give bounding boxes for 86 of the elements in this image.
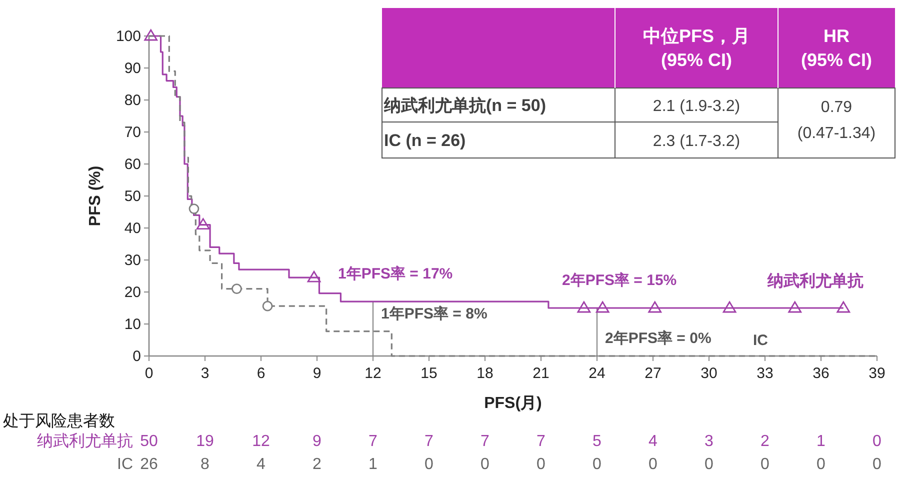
- point: [648, 301, 662, 313]
- point: [144, 29, 158, 41]
- text: 2: [312, 456, 322, 473]
- x-tick-label: 36: [812, 365, 830, 382]
- x-tick-label: 9: [312, 365, 322, 382]
- text: 19: [196, 433, 214, 450]
- x-tick-label: 33: [756, 365, 774, 382]
- text: 0: [872, 456, 882, 473]
- text: 1: [368, 456, 378, 473]
- text: 0: [760, 456, 770, 473]
- annotation: (0.47-1.34): [797, 125, 876, 142]
- point: [596, 301, 610, 313]
- annotation: (95% CI): [660, 50, 732, 70]
- annotation: 2年PFS率 = 15%: [562, 271, 677, 289]
- x-tick-label: 15: [420, 365, 438, 382]
- point: [722, 301, 736, 313]
- x-tick-label: 6: [256, 365, 266, 382]
- y-tick-label: 80: [124, 92, 141, 109]
- text: 0: [536, 456, 546, 473]
- x-tick-label: 27: [644, 365, 662, 382]
- text: 8: [200, 456, 210, 473]
- text: 处于风险患者数: [3, 412, 115, 430]
- text: 3: [704, 433, 714, 450]
- point: [196, 218, 210, 230]
- text: 12: [252, 433, 270, 450]
- text: 7: [480, 433, 490, 450]
- point: [307, 270, 321, 282]
- point: [188, 204, 200, 214]
- text: 1: [816, 433, 826, 450]
- x-tick-label: 24: [588, 365, 606, 382]
- series-label: 纳武利尤单抗: [766, 272, 864, 290]
- text: 7: [424, 433, 434, 450]
- annotation: 2.3 (1.7-3.2): [652, 133, 740, 150]
- text: 4: [256, 456, 266, 473]
- point: [788, 301, 802, 313]
- y-tick-label: 50: [124, 188, 141, 205]
- x-tick-label: 0: [144, 365, 154, 382]
- x-tick-label: 39: [868, 365, 886, 382]
- point: [836, 301, 850, 313]
- point: [232, 284, 242, 294]
- text: 0: [592, 456, 602, 473]
- annotation: (95% CI): [800, 50, 872, 70]
- x-tick-label: 12: [364, 365, 382, 382]
- text: 9: [312, 433, 322, 450]
- y-tick-label: 20: [124, 284, 141, 301]
- text: 0: [704, 456, 714, 473]
- y-tick-label: 60: [124, 156, 141, 173]
- y-tick-label: 70: [124, 124, 141, 141]
- text: 0: [816, 456, 826, 473]
- y-tick-label: 40: [124, 220, 141, 237]
- annotation: 0.79: [820, 99, 852, 116]
- x-tick-label: 18: [476, 365, 494, 382]
- text: 0: [480, 456, 490, 473]
- y-tick-label: 0: [132, 348, 141, 365]
- annotation: 2年PFS率 = 0%: [605, 329, 712, 347]
- x-tick-label: 30: [700, 365, 718, 382]
- x-tick-label: 21: [532, 365, 550, 382]
- x-axis-title: PFS(月): [484, 395, 542, 412]
- annotation: IC (n = 26): [384, 131, 466, 150]
- y-tick-label: 30: [124, 252, 141, 269]
- text: 0: [648, 456, 658, 473]
- text: IC: [117, 456, 133, 473]
- text: 2: [760, 433, 770, 450]
- series-label: IC: [753, 332, 768, 349]
- y-tick-label: 10: [124, 316, 141, 333]
- text: 0: [424, 456, 434, 473]
- text: 0: [872, 433, 882, 450]
- text: 4: [648, 433, 658, 450]
- x-tick-label: 3: [200, 365, 210, 382]
- y-tick-label: 100: [116, 28, 141, 45]
- annotation: 1年PFS率 = 17%: [338, 264, 453, 283]
- text: 7: [536, 433, 546, 450]
- annotation: HR: [824, 26, 850, 46]
- text: 5: [592, 433, 602, 450]
- annotation: 2.1 (1.9-3.2): [652, 98, 740, 115]
- y-axis-title: PFS (%): [87, 166, 104, 226]
- text: 50: [140, 433, 158, 450]
- point: [577, 301, 591, 313]
- text: 纳武利尤单抗: [37, 433, 133, 450]
- annotation: 1年PFS率 = 8%: [381, 304, 488, 322]
- annotation: 中位PFS，月: [642, 26, 750, 46]
- text: 7: [368, 433, 378, 450]
- text: 26: [140, 456, 158, 473]
- annotation: 纳武利尤单抗(n = 50): [383, 96, 546, 115]
- point: [262, 300, 273, 312]
- y-tick-label: 90: [124, 60, 141, 77]
